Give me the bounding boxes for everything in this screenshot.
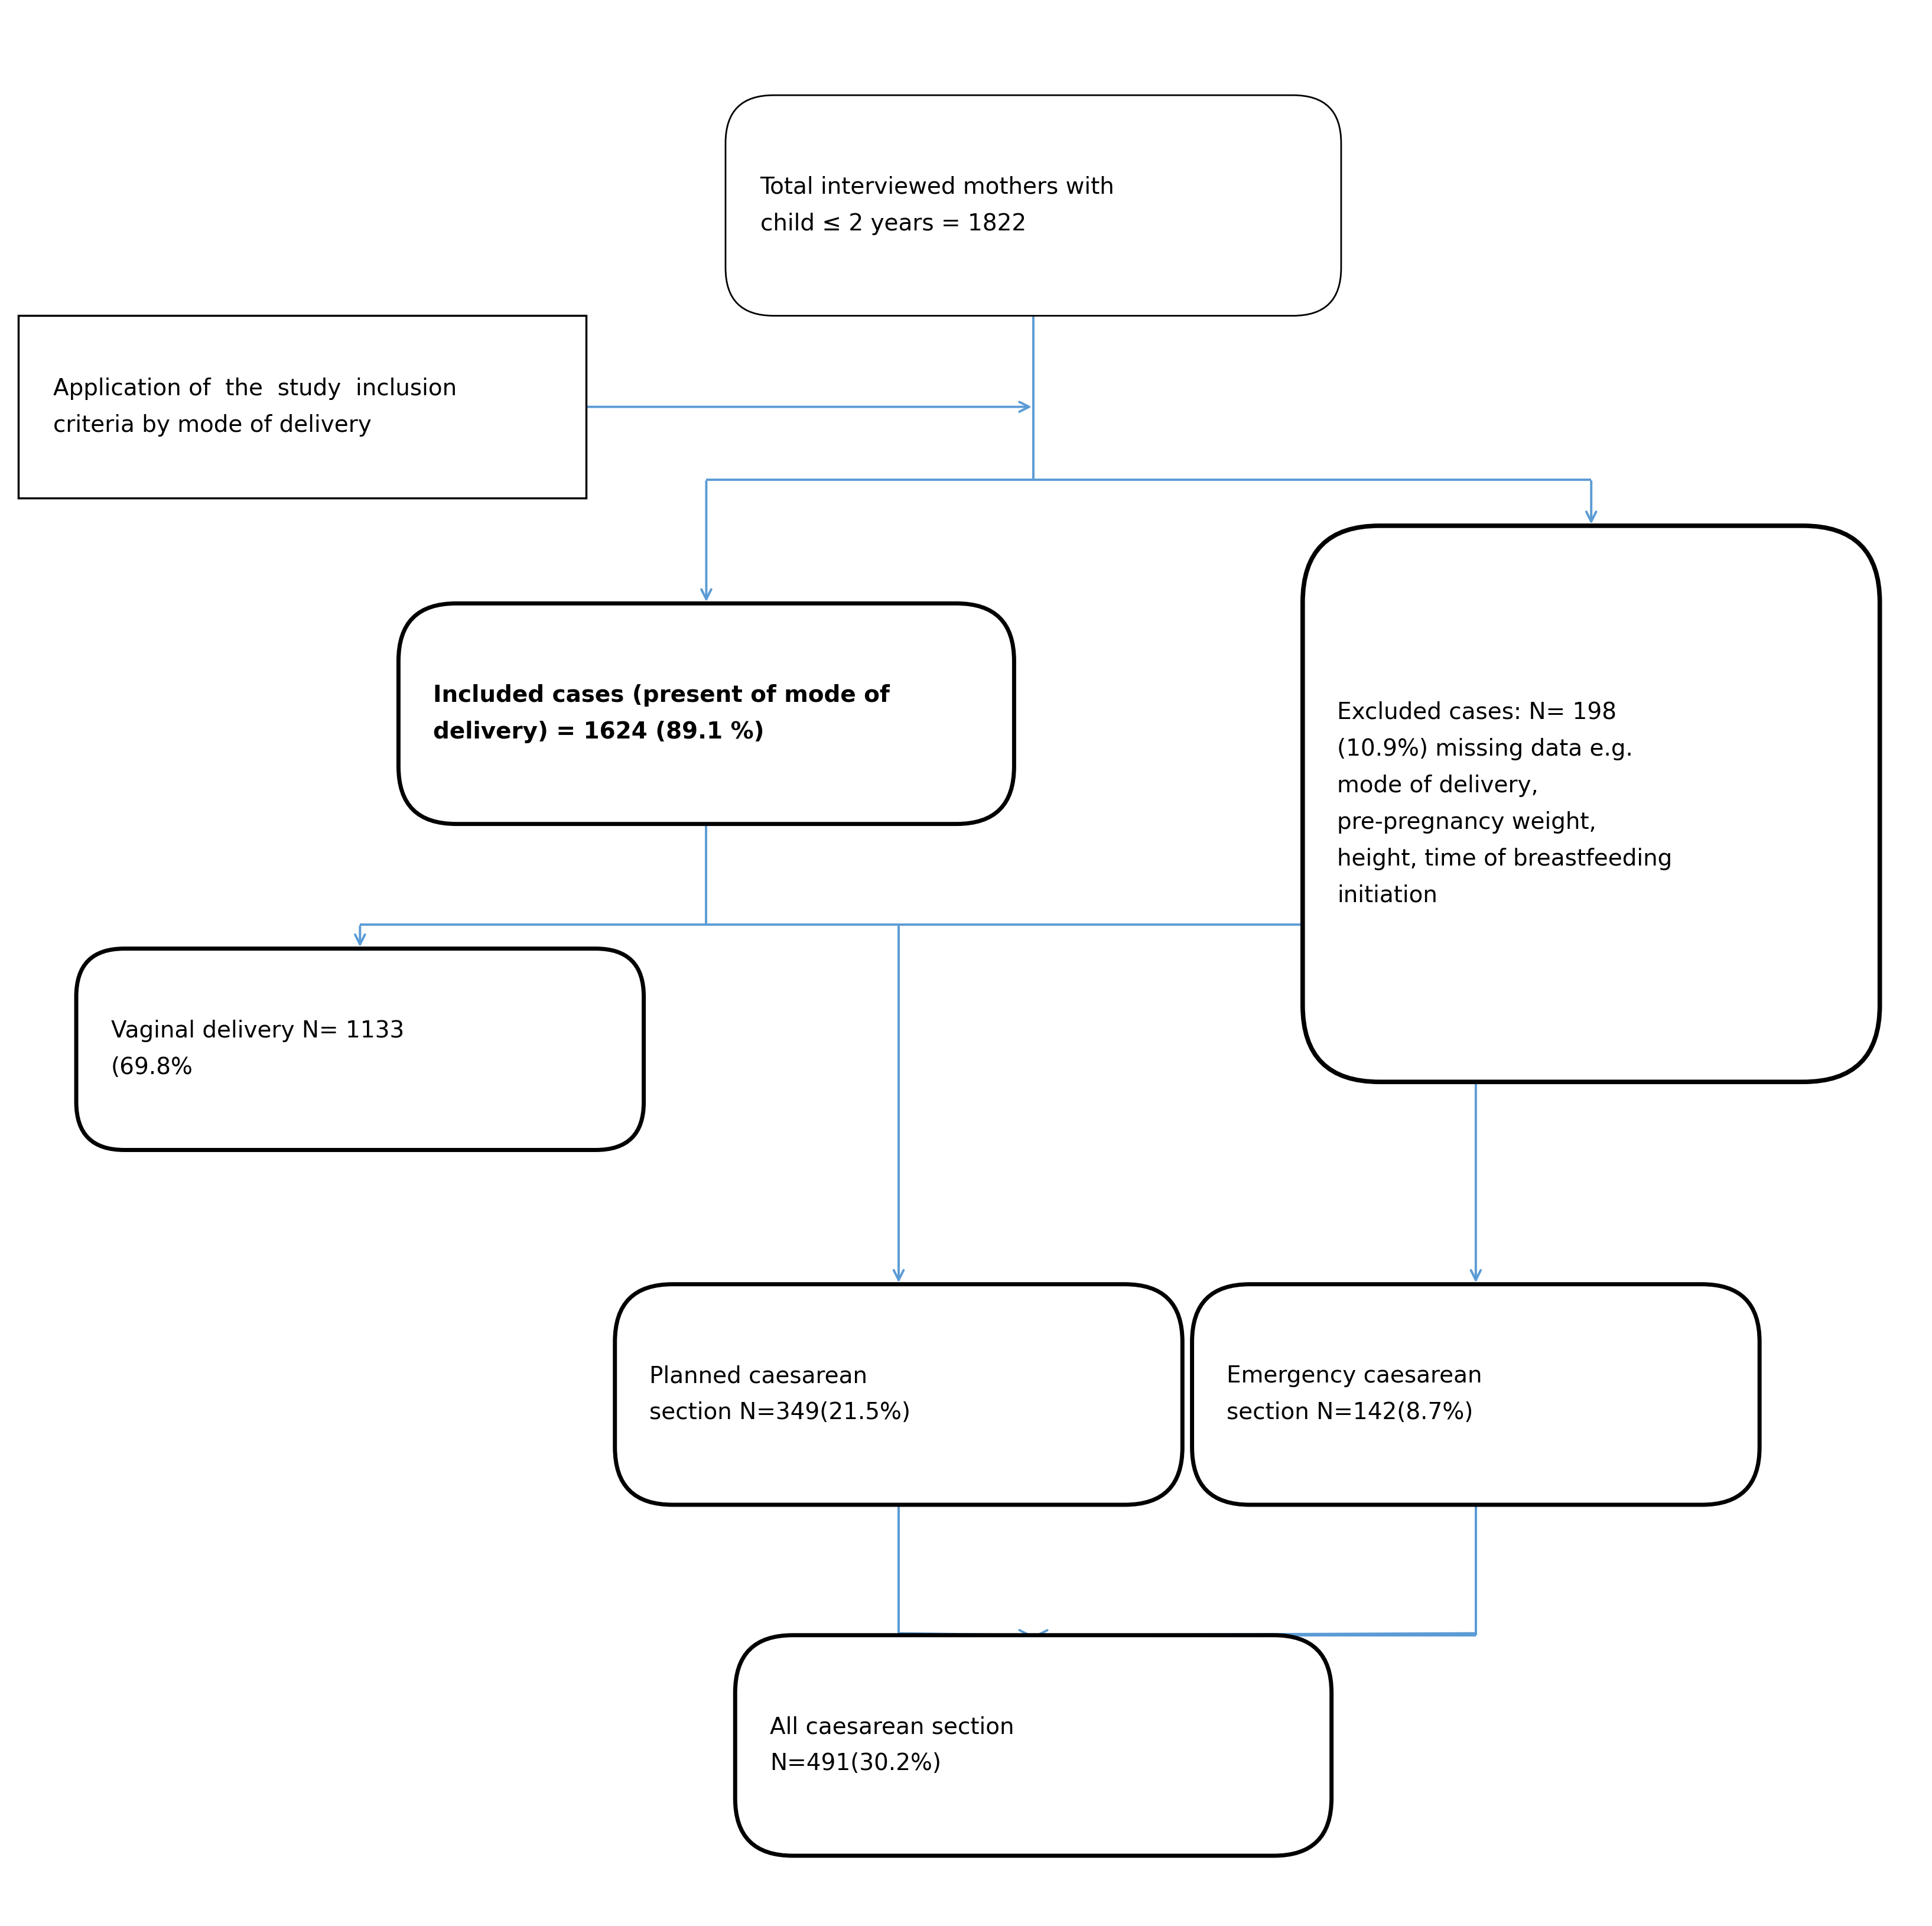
FancyBboxPatch shape xyxy=(398,603,1014,824)
FancyBboxPatch shape xyxy=(75,950,643,1150)
Text: All caesarean section
N=491(30.2%): All caesarean section N=491(30.2%) xyxy=(769,1716,1014,1776)
Text: Included cases (present of mode of
delivery) = 1624 (89.1 %): Included cases (present of mode of deliv… xyxy=(433,684,889,743)
FancyBboxPatch shape xyxy=(1302,526,1880,1082)
FancyBboxPatch shape xyxy=(1192,1285,1760,1504)
FancyBboxPatch shape xyxy=(614,1285,1182,1504)
Text: Vaginal delivery N= 1133
(69.8%: Vaginal delivery N= 1133 (69.8% xyxy=(110,1019,404,1079)
Text: Planned caesarean
section N=349(21.5%): Planned caesarean section N=349(21.5%) xyxy=(649,1366,910,1423)
Text: Excluded cases: N= 198
(10.9%) missing data e.g.
mode of delivery,
pre-pregnancy: Excluded cases: N= 198 (10.9%) missing d… xyxy=(1337,701,1673,907)
Text: Emergency caesarean
section N=142(8.7%): Emergency caesarean section N=142(8.7%) xyxy=(1227,1366,1482,1423)
FancyBboxPatch shape xyxy=(19,316,585,499)
Text: Total interviewed mothers with
child ≤ 2 years = 1822: Total interviewed mothers with child ≤ 2… xyxy=(759,175,1115,235)
FancyBboxPatch shape xyxy=(726,94,1341,316)
Text: Application of  the  study  inclusion
criteria by mode of delivery: Application of the study inclusion crite… xyxy=(54,377,456,437)
FancyBboxPatch shape xyxy=(736,1635,1331,1857)
